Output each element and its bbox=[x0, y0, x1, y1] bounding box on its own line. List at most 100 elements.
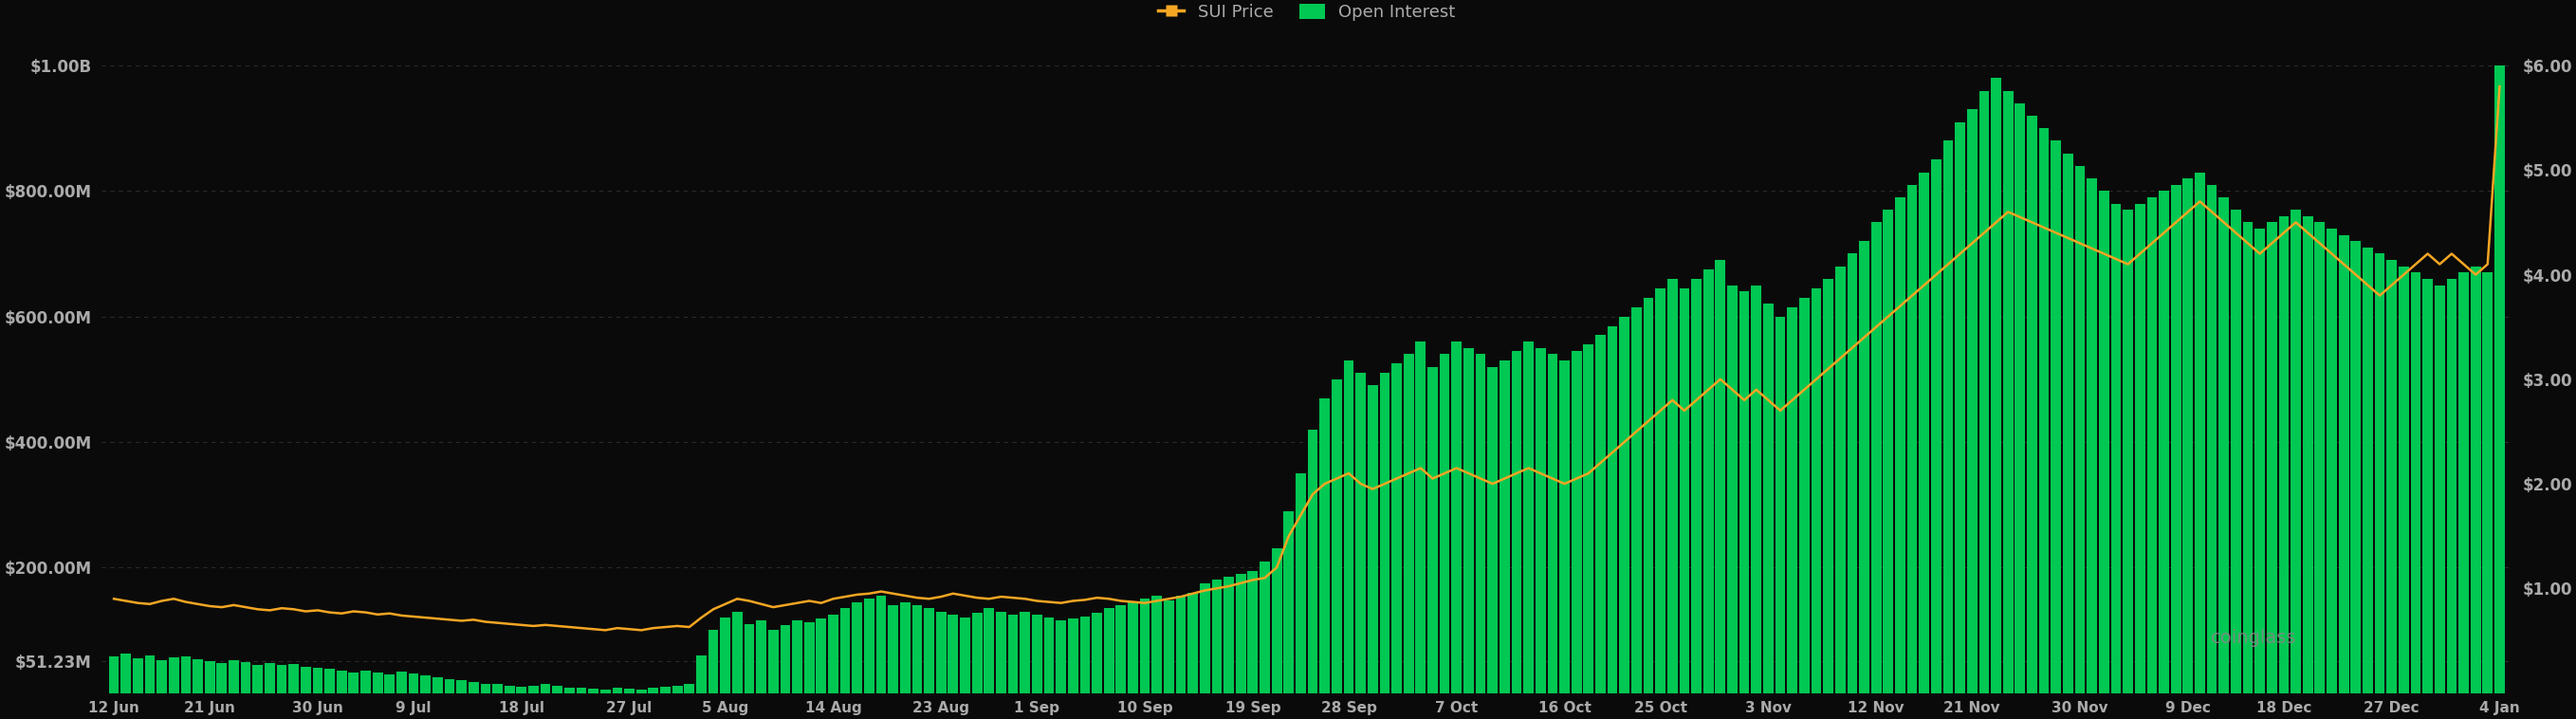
Bar bbox=[840, 608, 850, 693]
Bar bbox=[1079, 616, 1090, 693]
Bar bbox=[1883, 210, 1893, 693]
Bar bbox=[551, 686, 562, 693]
Bar bbox=[1417, 342, 1425, 693]
Bar bbox=[1762, 304, 1772, 693]
Bar bbox=[1115, 605, 1126, 693]
Bar bbox=[1548, 354, 1558, 693]
Bar bbox=[2316, 222, 2326, 693]
Bar bbox=[2110, 203, 2120, 693]
Bar bbox=[696, 655, 706, 693]
Bar bbox=[1631, 307, 1641, 693]
Bar bbox=[708, 630, 719, 693]
Bar bbox=[2494, 65, 2504, 693]
Bar bbox=[312, 668, 322, 693]
Bar bbox=[433, 677, 443, 693]
Bar bbox=[948, 615, 958, 693]
Bar bbox=[1355, 373, 1365, 693]
Bar bbox=[2050, 141, 2061, 693]
Bar bbox=[1558, 360, 1569, 693]
Bar bbox=[2326, 229, 2336, 693]
Bar bbox=[1236, 574, 1247, 693]
Bar bbox=[1991, 78, 2002, 693]
Bar bbox=[108, 656, 118, 693]
Bar bbox=[1896, 197, 1906, 693]
Bar bbox=[157, 660, 167, 693]
Bar bbox=[2362, 247, 2372, 693]
Bar bbox=[1919, 172, 1929, 693]
Bar bbox=[1368, 385, 1378, 693]
Bar bbox=[134, 659, 142, 693]
Bar bbox=[1296, 473, 1306, 693]
Bar bbox=[961, 618, 971, 693]
Bar bbox=[456, 680, 466, 693]
Bar bbox=[2195, 172, 2205, 693]
Bar bbox=[1680, 288, 1690, 693]
Bar bbox=[397, 672, 407, 693]
Bar bbox=[1273, 549, 1283, 693]
Bar bbox=[1092, 613, 1103, 693]
Bar bbox=[1345, 360, 1355, 693]
Bar bbox=[2447, 279, 2458, 693]
Bar bbox=[1164, 600, 1175, 693]
Bar bbox=[204, 661, 214, 693]
Bar bbox=[1703, 270, 1713, 693]
Bar bbox=[1860, 241, 1870, 693]
Bar bbox=[384, 674, 394, 693]
Bar bbox=[587, 689, 598, 693]
Bar bbox=[876, 595, 886, 693]
Bar bbox=[2434, 285, 2445, 693]
Bar bbox=[2136, 203, 2146, 693]
Bar bbox=[997, 611, 1007, 693]
Bar bbox=[2458, 273, 2468, 693]
Bar bbox=[2087, 178, 2097, 693]
Bar bbox=[912, 605, 922, 693]
Bar bbox=[1906, 185, 1917, 693]
Bar bbox=[121, 654, 131, 693]
Bar bbox=[721, 618, 732, 693]
Bar bbox=[348, 673, 358, 693]
Bar bbox=[528, 685, 538, 693]
Bar bbox=[971, 613, 981, 693]
Bar bbox=[1476, 354, 1486, 693]
Bar bbox=[757, 620, 765, 693]
Bar bbox=[2146, 197, 2156, 693]
Bar bbox=[1584, 344, 1595, 693]
Bar bbox=[446, 679, 453, 693]
Bar bbox=[659, 687, 670, 693]
Bar bbox=[1309, 429, 1319, 693]
Bar bbox=[2172, 185, 2182, 693]
Bar bbox=[492, 684, 502, 693]
Bar bbox=[1247, 571, 1257, 693]
Bar bbox=[827, 615, 837, 693]
Bar bbox=[2218, 197, 2228, 693]
Bar bbox=[1450, 342, 1461, 693]
Bar bbox=[1499, 360, 1510, 693]
Bar bbox=[1056, 620, 1066, 693]
Bar bbox=[1404, 354, 1414, 693]
Bar bbox=[1847, 254, 1857, 693]
Bar bbox=[252, 664, 263, 693]
Bar bbox=[2231, 210, 2241, 693]
Bar bbox=[984, 608, 994, 693]
Bar bbox=[1978, 91, 1989, 693]
Bar bbox=[613, 688, 623, 693]
Bar bbox=[1716, 260, 1726, 693]
Bar bbox=[2182, 178, 2192, 693]
Bar bbox=[935, 611, 945, 693]
Bar bbox=[2339, 235, 2349, 693]
Bar bbox=[1440, 354, 1450, 693]
Bar bbox=[2040, 128, 2048, 693]
Bar bbox=[301, 667, 312, 693]
Bar bbox=[2280, 216, 2290, 693]
Bar bbox=[2123, 210, 2133, 693]
Bar bbox=[2470, 266, 2481, 693]
Bar bbox=[1752, 285, 1762, 693]
Bar bbox=[1667, 279, 1677, 693]
Bar bbox=[2421, 279, 2432, 693]
Bar bbox=[2290, 210, 2300, 693]
Bar bbox=[1739, 291, 1749, 693]
Bar bbox=[732, 611, 742, 693]
Bar bbox=[1535, 348, 1546, 693]
Bar bbox=[2063, 153, 2074, 693]
Bar bbox=[1224, 577, 1234, 693]
